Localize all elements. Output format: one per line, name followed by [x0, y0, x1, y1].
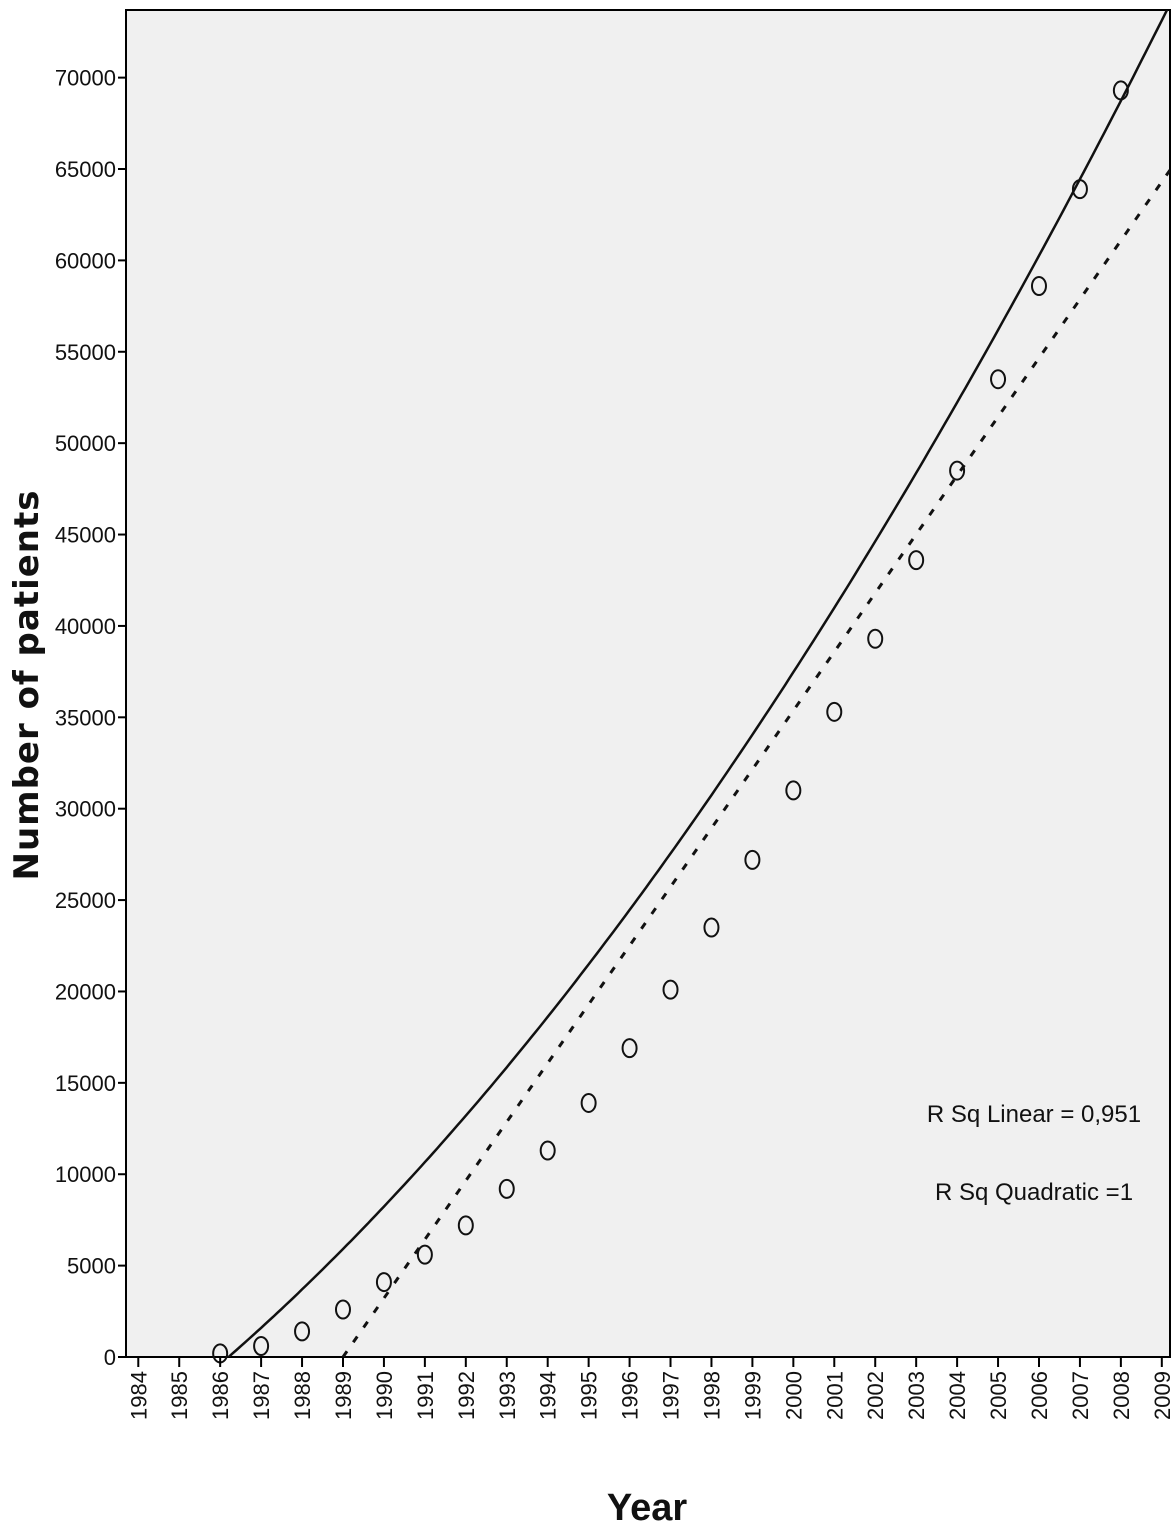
linear-fit-line	[341, 169, 1170, 1357]
fit-lines	[226, 10, 1170, 1357]
y-tick-label: 20000	[55, 979, 116, 1004]
x-tick-label: 2008	[1109, 1371, 1134, 1420]
x-tick-label: 2005	[986, 1371, 1011, 1420]
data-point	[498, 1178, 515, 1199]
data-point	[744, 849, 761, 870]
data-point	[867, 628, 884, 649]
data-point	[703, 917, 720, 938]
x-tick-label: 1998	[699, 1371, 724, 1420]
data-point	[457, 1215, 474, 1236]
data-point	[375, 1272, 392, 1293]
data-point	[949, 460, 966, 481]
data-point	[1071, 179, 1088, 200]
y-axis: 0 5000 10000 15000 20000 25000 30000 35000 40000…	[55, 66, 126, 1370]
data-point	[580, 1092, 597, 1113]
x-tick-label: 1996	[618, 1371, 643, 1420]
x-tick-label: 1991	[413, 1371, 438, 1420]
x-tick-label: 1997	[659, 1371, 684, 1420]
x-axis: 1984 1985 1986 1987 1988 1989 1990 1991 1992 1993…	[126, 1357, 1172, 1420]
r-squared-quadratic-label: R Sq Quadratic =1	[935, 1179, 1133, 1206]
data-point	[294, 1321, 311, 1342]
plot-area	[125, 9, 1171, 1358]
data-points	[212, 80, 1129, 1364]
x-tick-label: 1985	[167, 1371, 192, 1420]
data-point	[908, 550, 925, 571]
r-squared-linear-label: R Sq Linear = 0,951	[927, 1101, 1141, 1128]
x-tick-label: 1986	[208, 1371, 233, 1420]
data-point	[990, 369, 1007, 390]
y-tick-label: 30000	[55, 797, 116, 822]
y-tick-label: 0	[104, 1345, 116, 1370]
x-tick-label: 2004	[945, 1371, 970, 1420]
x-tick-label: 2000	[781, 1371, 806, 1420]
quadratic-fit-line	[226, 10, 1169, 1357]
y-tick-label: 35000	[55, 705, 116, 730]
x-tick-label: 1994	[536, 1371, 561, 1420]
x-tick-label: 1992	[454, 1371, 479, 1420]
y-axis-label: Number of patients	[7, 489, 47, 880]
y-tick-label: 70000	[55, 66, 116, 91]
x-tick-label: 1989	[331, 1371, 356, 1420]
x-tick-label: 2003	[904, 1371, 929, 1420]
data-point	[334, 1299, 351, 1320]
x-tick-label: 1987	[249, 1371, 274, 1420]
y-tick-label: 45000	[55, 523, 116, 548]
x-tick-label: 1990	[372, 1371, 397, 1420]
x-tick-label: 1993	[495, 1371, 520, 1420]
y-tick-label: 40000	[55, 614, 116, 639]
data-point	[785, 780, 802, 801]
data-point	[826, 701, 843, 722]
x-tick-label: 2001	[822, 1371, 847, 1420]
x-tick-label: 1988	[290, 1371, 315, 1420]
y-tick-label: 60000	[55, 248, 116, 273]
data-point	[416, 1244, 433, 1265]
y-tick-label: 25000	[55, 888, 116, 913]
data-point	[621, 1038, 638, 1059]
data-point	[253, 1336, 270, 1357]
y-tick-label: 5000	[67, 1254, 116, 1279]
x-tick-label: 1999	[740, 1371, 765, 1420]
y-tick-label: 55000	[55, 340, 116, 365]
x-tick-label: 1995	[577, 1371, 602, 1420]
data-point	[1030, 275, 1047, 296]
data-point	[1112, 80, 1129, 101]
x-tick-label: 2006	[1027, 1371, 1052, 1420]
data-point	[662, 979, 679, 1000]
y-tick-label: 15000	[55, 1071, 116, 1096]
x-axis-label: Year	[607, 1487, 688, 1528]
y-tick-label: 65000	[55, 157, 116, 182]
data-point	[539, 1140, 556, 1161]
x-tick-label: 2007	[1068, 1371, 1093, 1420]
x-tick-label: 2009	[1150, 1371, 1172, 1420]
x-tick-label: 1984	[126, 1371, 151, 1420]
y-tick-label: 10000	[55, 1162, 116, 1187]
x-tick-label: 2002	[863, 1371, 888, 1420]
y-tick-label: 50000	[55, 431, 116, 456]
